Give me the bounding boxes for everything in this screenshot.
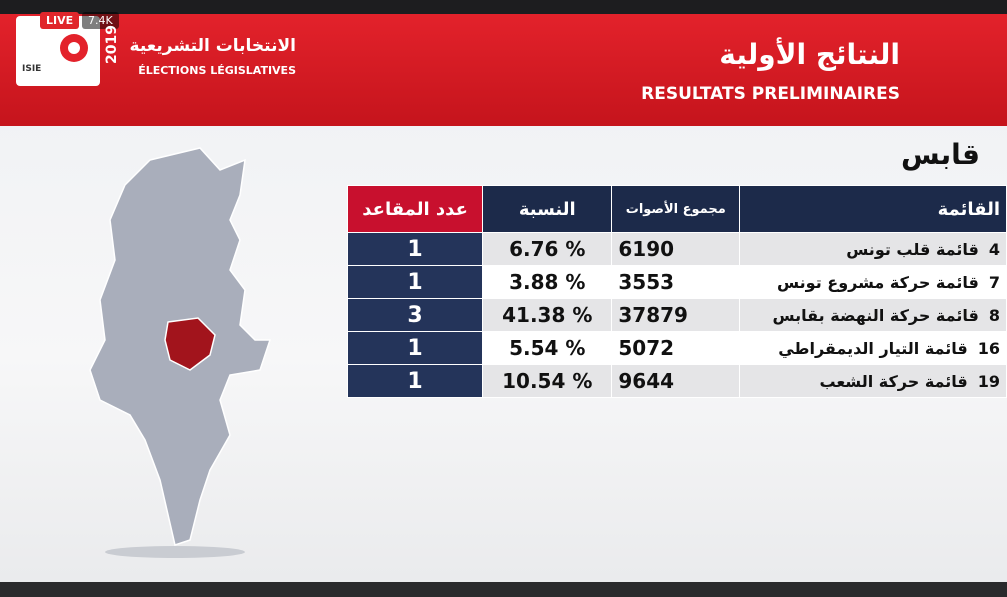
result-row: 4 قائمة قلب تونس 6190 6.76 % 1 (346, 232, 1007, 266)
election-year: 2019 (104, 25, 120, 64)
seats-cell: 1 (346, 265, 484, 299)
list-number: 7 (988, 272, 1000, 292)
percent-cell: 5.54 % (482, 331, 613, 365)
logo-text: ISIE (22, 64, 42, 74)
heading-fr: RESULTATS PRELIMINAIRES (641, 84, 900, 104)
votes-cell: 37879 (611, 298, 741, 332)
list-name: قائمة حركة الشعب (819, 371, 968, 391)
column-header: مجموع الأصوات (611, 185, 741, 233)
percent-cell: 41.38 % (482, 298, 613, 332)
list-number: 19 (977, 371, 1000, 391)
column-header: النسبة (482, 185, 613, 233)
votes-cell: 3553 (611, 265, 741, 299)
election-title-ar: الانتخابات التشريعية (129, 36, 296, 56)
heading-ar: النتائج الأولية (719, 38, 900, 71)
column-header: القائمة (739, 185, 1007, 233)
map-shadow (105, 546, 245, 558)
results-table: القائمة مجموع الأصوات النسبة عدد المقاعد 4 قا… (346, 185, 1007, 398)
column-header: عدد المقاعد (346, 185, 484, 233)
list-cell: 19 قائمة حركة الشعب (739, 364, 1007, 398)
list-name: قائمة حركة النهضة بقابس (772, 305, 979, 325)
list-name: قائمة التيار الديمقراطي (778, 338, 968, 358)
result-row: 19 قائمة حركة الشعب 9644 10.54 % 1 (346, 364, 1007, 398)
percent-cell: 3.88 % (482, 265, 613, 299)
list-name: قائمة قلب تونس (846, 239, 979, 259)
logo-emblem (60, 34, 88, 62)
result-row: 7 قائمة حركة مشروع تونس 3553 3.88 % 1 (346, 265, 1007, 299)
votes-cell: 6190 (611, 232, 741, 266)
list-cell: 7 قائمة حركة مشروع تونس (739, 265, 1007, 299)
list-cell: 4 قائمة قلب تونس (739, 232, 1007, 266)
live-badge: LIVE (40, 12, 80, 29)
seats-cell: 1 (346, 364, 484, 398)
votes-cell: 5072 (611, 331, 741, 365)
seats-cell: 1 (346, 232, 484, 266)
header-row: القائمة مجموع الأصوات النسبة عدد المقاعد (346, 185, 1007, 233)
list-cell: 8 قائمة حركة النهضة بقابس (739, 298, 1007, 332)
votes-cell: 9644 (611, 364, 741, 398)
list-number: 16 (977, 338, 1000, 358)
percent-cell: 10.54 % (482, 364, 613, 398)
viewer-count: 7.4K (82, 12, 119, 29)
list-number: 8 (988, 305, 1000, 325)
map (89, 147, 272, 558)
seats-cell: 1 (346, 331, 484, 365)
highlighted-region (164, 317, 216, 371)
list-number: 4 (988, 239, 1000, 259)
banner (0, 14, 1007, 126)
list-name: قائمة حركة مشروع تونس (777, 272, 979, 292)
result-row: 16 قائمة التيار الديمقراطي 5072 5.54 % 1 (346, 331, 1007, 365)
region-name: قابس (901, 138, 980, 171)
seats-cell: 3 (346, 298, 484, 332)
bottom-bar (0, 582, 1007, 597)
percent-cell: 6.76 % (482, 232, 613, 266)
result-row: 8 قائمة حركة النهضة بقابس 37879 41.38 % 3 (346, 298, 1007, 332)
election-title-fr: ÉLECTIONS LÉGISLATIVES (138, 64, 296, 77)
top-bar (0, 0, 1007, 14)
list-cell: 16 قائمة التيار الديمقراطي (739, 331, 1007, 365)
